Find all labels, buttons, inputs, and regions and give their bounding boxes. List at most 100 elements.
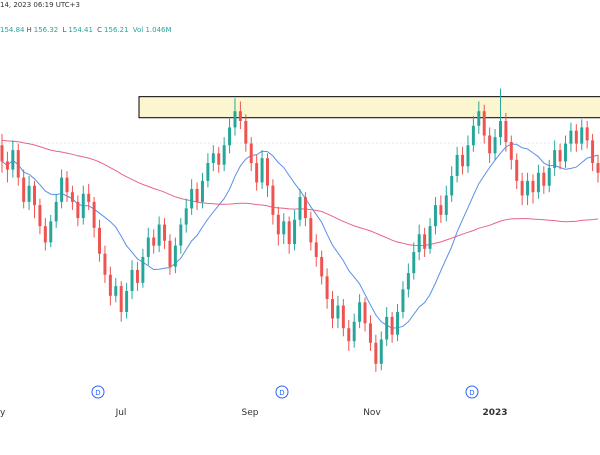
candle-body [43,226,47,243]
candle-body [163,224,167,241]
candle-body [493,137,497,154]
candle-body [141,256,145,283]
candle-body [591,140,595,164]
candle-body [439,205,443,215]
candle-body [314,242,318,257]
candle-body [293,219,297,244]
date-readout: 14, 2023 06:19 UTC+3 [0,1,80,9]
candle-body [125,290,129,312]
candle-body [596,163,600,173]
candle-body [553,150,557,168]
candle-body [238,111,242,121]
candle-body [65,177,69,193]
candle-body [461,154,465,167]
x-tick-label: Sep [242,408,259,418]
candle-body [336,305,340,319]
candle-body [482,111,486,136]
candle-body [585,127,589,141]
candle-body [249,143,253,164]
candle-body [547,167,551,186]
candle-body [260,158,264,183]
candle-body [49,221,53,243]
candle-body [255,163,259,183]
candle-body [98,227,102,254]
candle-body [217,153,221,165]
candle-body [119,286,123,312]
dividend-marker [465,385,479,399]
candle-body [146,237,150,257]
candle-body [331,299,334,319]
candle-body [276,214,280,235]
candle-body [152,237,156,246]
candle-body [168,240,172,267]
candle-body [211,153,215,164]
candle-body [428,226,432,249]
candle-body [303,197,307,219]
candle-body [282,221,286,235]
candle-body [92,201,96,228]
candle-body [130,269,134,291]
candle-body [22,177,26,202]
candle-body [70,192,74,202]
candle-body [423,234,427,249]
candle-body [60,177,64,202]
candle-body [390,316,394,335]
high-value: 156.32 [33,26,59,34]
low-label: L [62,26,67,34]
close-value: 156.21 [104,26,129,34]
close-label: C [97,26,103,34]
candle-body [135,269,139,283]
ohlc-values: 154.84 H 156.32 L 154.41 C 156.21 Vol 1.046M [0,26,174,34]
candle-body [244,120,248,144]
candle-body [341,305,345,329]
candle-body [536,172,540,193]
candle-body [412,252,416,274]
candle-body [195,188,199,202]
candle-body [574,130,578,144]
candle-body [488,135,492,154]
candle-body [504,120,508,142]
candle-body [385,316,389,340]
volume-value: Vol 1.046M [132,26,172,34]
candle-body [325,276,329,300]
candle-body [417,234,421,253]
candle-body [54,201,58,222]
low-value: 154.41 [68,26,93,34]
candle-body [11,150,15,170]
candle-body [450,176,454,196]
candle-body [38,205,42,227]
candle-body [114,286,118,296]
candle-body [433,205,437,227]
candle-body [352,321,356,342]
candle-body [103,253,107,275]
candle-body [520,180,524,196]
candle-body [184,208,188,225]
candle-body [190,188,194,209]
candle-body [526,180,530,196]
candle-body [233,111,237,128]
candle-body [396,312,400,335]
candle-body [569,130,573,144]
dividend-marker-label: D [469,389,474,397]
candle-body [374,342,378,364]
candle-body [33,185,36,206]
candle-body [228,127,232,146]
candle-body [580,127,584,144]
x-tick-label: y [0,408,6,418]
candle-body [379,339,383,364]
candle-body [16,150,20,178]
candle-body [542,172,546,186]
candle-body [81,193,85,219]
candle-body [515,159,519,181]
candle-body [363,302,367,324]
candle-body [222,145,226,165]
dividend-marker [275,385,289,399]
dividend-marker [91,385,105,399]
candle-body [320,256,324,277]
candle-body [564,143,567,162]
candle-body [298,197,302,220]
candle-body [347,328,351,342]
candle-body [179,224,183,246]
